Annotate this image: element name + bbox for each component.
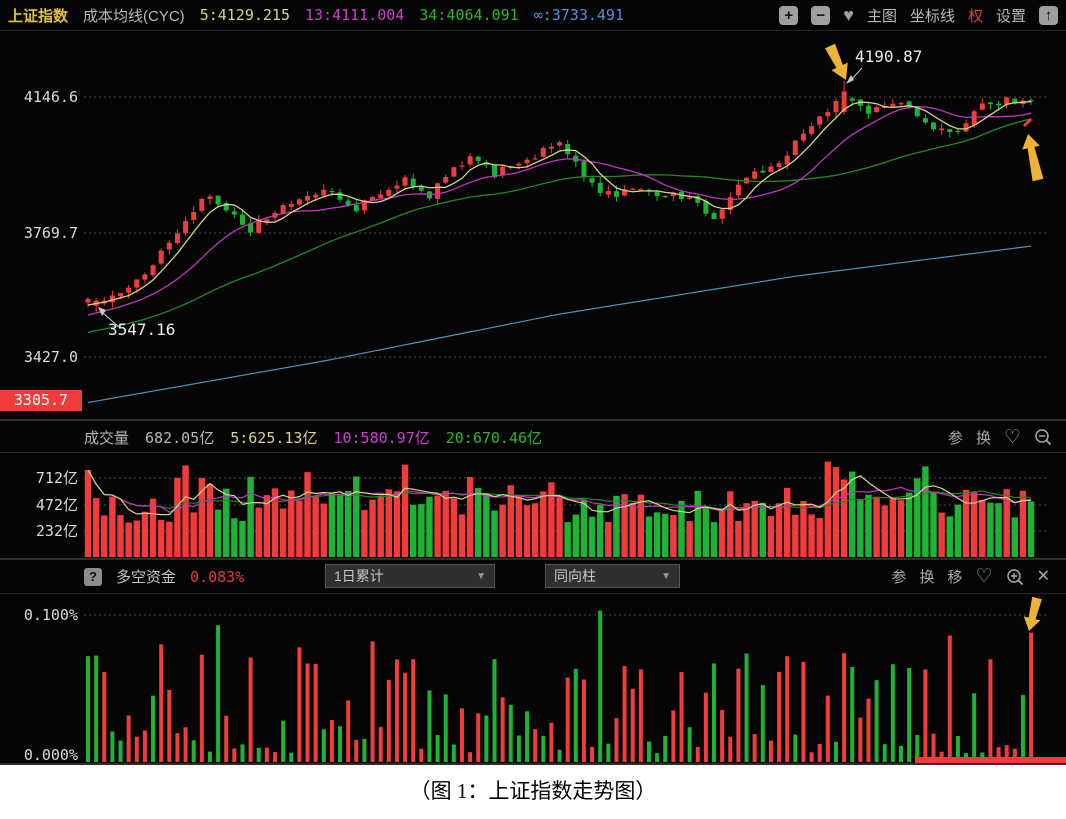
price-tick: 3427.0	[23, 348, 78, 366]
separator	[0, 763, 1066, 765]
stock-chart-app: 上证指数 成本均线(CYC) 5:4129.215 13:4111.004 34…	[0, 0, 1066, 765]
indicator-panel-header: ? 多空资金 0.083% 1日累计 ▼ 同向柱 ▼ 参 换 移 ♡	[0, 560, 1066, 593]
favorite-outline-icon[interactable]: ♡	[1003, 426, 1021, 448]
volume-ma5-line	[87, 469, 1032, 516]
indicator-tick: 0.000%	[23, 746, 78, 764]
main-toolbar: + − ♥ 主图 坐标线 权 设置 ↑	[779, 5, 1058, 26]
indicator-tick: 0.100%	[23, 606, 78, 624]
zoom-in-icon[interactable]: +	[779, 5, 799, 25]
low-price-annotation: 3547.16	[108, 320, 176, 339]
style-dropdown[interactable]: 同向柱 ▼	[545, 564, 680, 588]
separator	[0, 30, 1066, 31]
price-tick: 3769.7	[23, 224, 78, 242]
separator	[0, 593, 1066, 594]
volume-toolbar: 参 换 ♡	[948, 427, 1066, 448]
separator	[0, 419, 1066, 421]
close-icon[interactable]: ✕	[1036, 567, 1050, 585]
toolbar-param-button[interactable]: 参	[947, 429, 963, 447]
volume-tick: 472亿	[35, 496, 78, 514]
ma34-readout: 34:4064.091	[419, 6, 519, 24]
indicator-name: 多空资金	[116, 569, 177, 586]
ma5-readout: 5:4129.215	[199, 6, 290, 24]
toolbar-switch-button[interactable]: 换	[919, 569, 935, 586]
overlay-indicator-name: 成本均线(CYC)	[83, 7, 185, 25]
volume-total-readout: 682.05亿	[145, 428, 215, 447]
main-chart-header: 上证指数 成本均线(CYC) 5:4129.215 13:4111.004 34…	[0, 0, 1066, 30]
indicator-bars	[86, 610, 1034, 762]
chevron-down-icon: ▼	[661, 570, 671, 582]
export-icon[interactable]: ↑	[1039, 5, 1058, 25]
magnifier-plus-icon[interactable]	[1006, 568, 1024, 586]
annotation-pointers	[98, 67, 863, 329]
volume-tick: 712亿	[35, 469, 78, 487]
candles	[85, 81, 1034, 314]
volume-ma20-readout: 20:670.46亿	[445, 428, 543, 447]
volume-title: 成交量	[84, 429, 130, 447]
ma34-line	[87, 118, 1032, 333]
figure-caption: （图 1：上证指数走势图）	[0, 765, 1066, 819]
menu-rights-adjust[interactable]: 权	[967, 7, 983, 25]
index-title: 上证指数	[8, 7, 69, 25]
ma5-line	[87, 100, 1032, 306]
latest-tick-mark	[1022, 117, 1033, 128]
volume-ma5-readout: 5:625.13亿	[230, 428, 318, 447]
volume-bars	[84, 461, 1035, 557]
volume-tick: 232亿	[35, 522, 78, 540]
favorite-outline-icon[interactable]: ♡	[975, 566, 993, 587]
help-icon[interactable]: ?	[84, 567, 102, 586]
chevron-down-icon: ▼	[476, 570, 486, 582]
favorite-icon[interactable]: ♥	[843, 5, 854, 25]
period-dropdown-value: 1日累计	[334, 568, 384, 584]
price-badge: 3305.7	[0, 390, 82, 411]
volume-ma10-line	[87, 469, 1032, 513]
indicator-value-readout: 0.083%	[190, 567, 245, 586]
menu-settings[interactable]: 设置	[995, 7, 1026, 25]
peak-price-annotation: 4190.87	[855, 47, 923, 66]
period-dropdown[interactable]: 1日累计 ▼	[325, 564, 495, 588]
volume-panel-header: 成交量 682.05亿 5:625.13亿 10:580.97亿 20:670.…	[0, 422, 1066, 452]
menu-main-chart[interactable]: 主图	[866, 7, 897, 25]
zoom-out-icon[interactable]: −	[811, 5, 831, 25]
menu-axis-lines[interactable]: 坐标线	[909, 7, 955, 25]
ma-inf-readout: ∞:3733.491	[533, 6, 624, 24]
ma-infinite-line	[87, 245, 1032, 404]
ma13-readout: 13:4111.004	[305, 6, 405, 24]
separator	[0, 452, 1066, 453]
style-dropdown-value: 同向柱	[554, 568, 596, 584]
toolbar-param-button[interactable]: 参	[891, 569, 907, 586]
magnifier-minus-icon[interactable]	[1034, 428, 1052, 446]
separator	[0, 558, 1066, 560]
volume-ma10-readout: 10:580.97亿	[333, 428, 430, 447]
price-tick: 4146.6	[23, 88, 78, 106]
toolbar-switch-button[interactable]: 换	[975, 429, 991, 447]
marker-strip	[915, 757, 1066, 763]
ma13-line	[87, 105, 1032, 316]
toolbar-move-button[interactable]: 移	[947, 569, 963, 586]
annotation-arrows	[825, 43, 1044, 631]
indicator-toolbar: 参 换 移 ♡ ✕	[892, 566, 1066, 587]
volume-ma20-line	[87, 469, 1032, 510]
chart-canvas[interactable]	[0, 0, 1066, 765]
